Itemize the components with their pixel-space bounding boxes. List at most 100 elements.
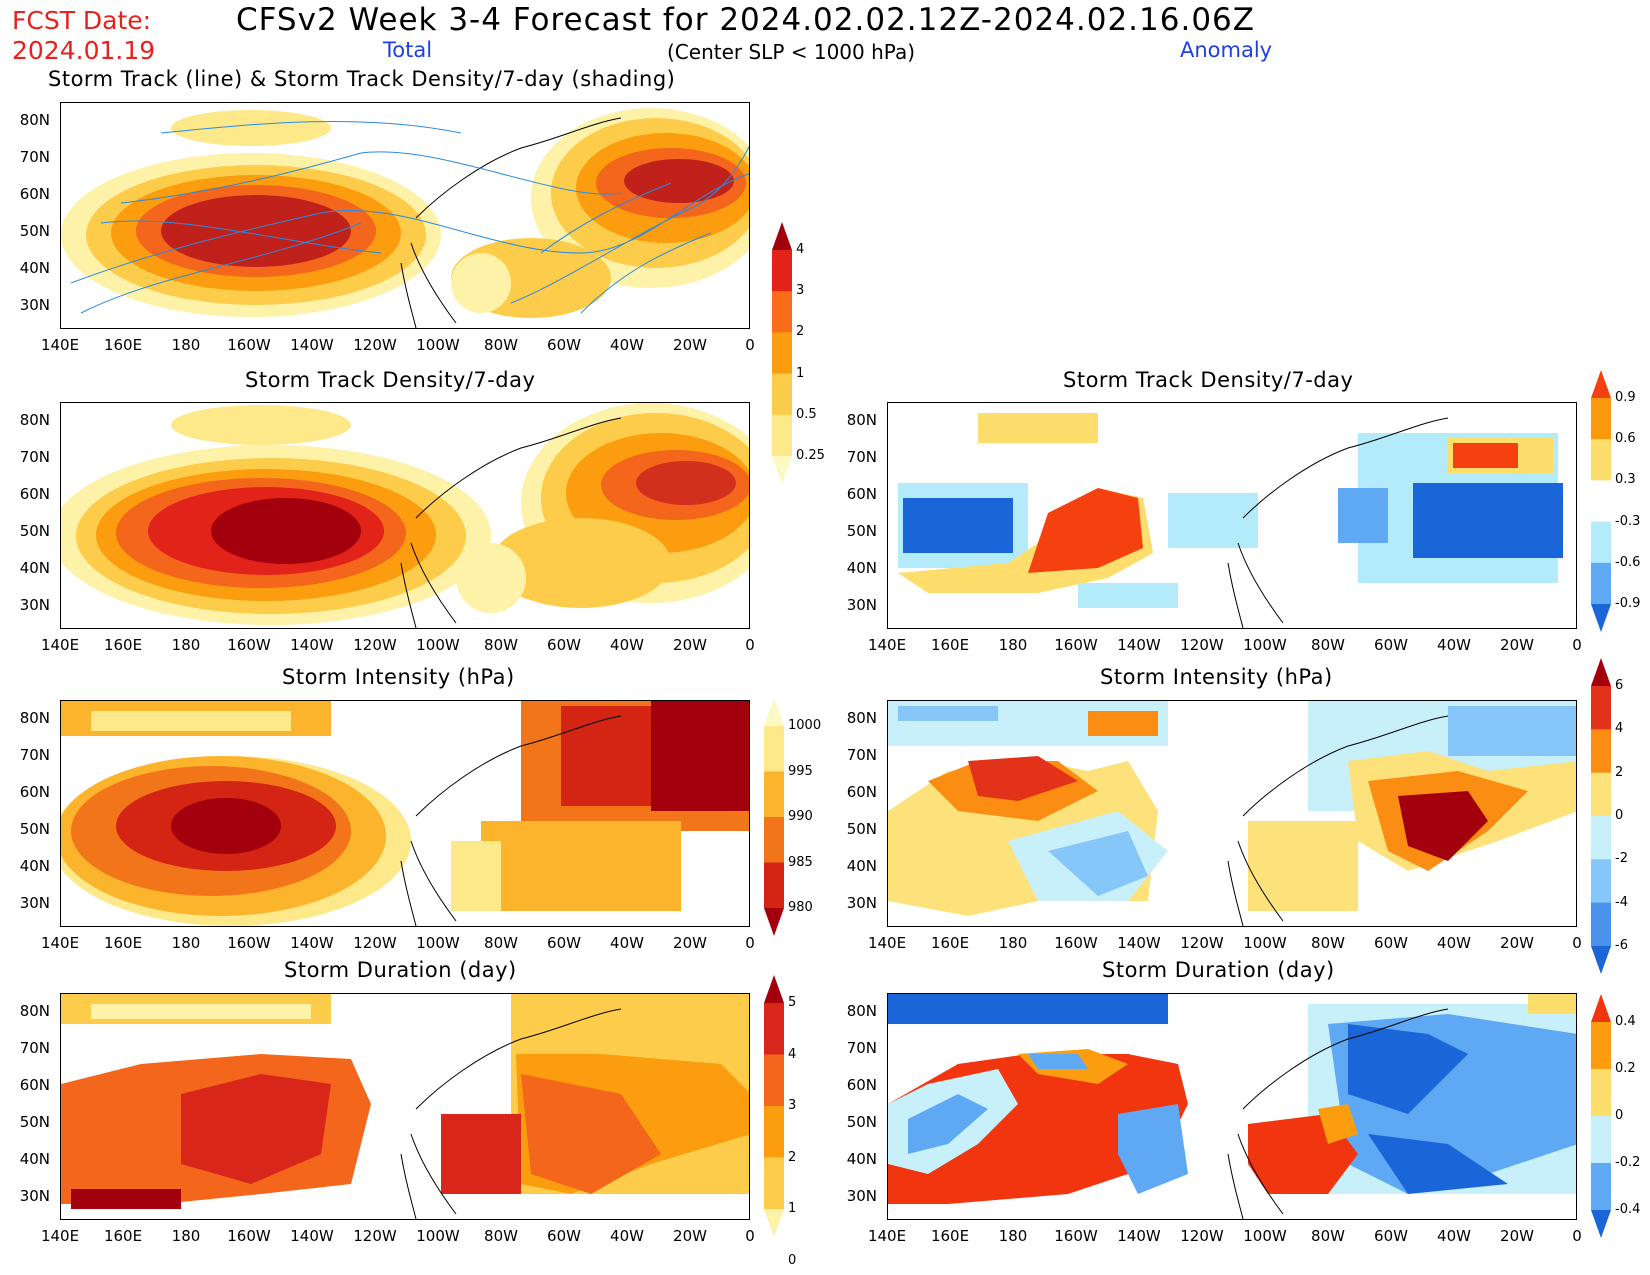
- colorbar-tick-label: 1: [796, 365, 805, 381]
- lon-label-160w: 160W: [227, 336, 271, 354]
- lon-label-140w: 140W: [290, 336, 334, 354]
- lon-label-160e: 160E: [103, 636, 143, 654]
- colorbar-tick-label: -0.6: [1615, 554, 1641, 570]
- lat-label-70n: 70N: [19, 746, 50, 764]
- lon-label-60w: 60W: [1374, 934, 1408, 952]
- lon-label-100w: 100W: [1243, 934, 1287, 952]
- colorbar-tick-label: 4: [788, 1046, 797, 1062]
- lon-label-80w: 80W: [1311, 1227, 1345, 1245]
- lat-label-80n: 80N: [19, 411, 50, 429]
- lon-label-120w: 120W: [1180, 1227, 1224, 1245]
- colorbar-density-total: 4 3 2 1 0.5 0.25: [772, 222, 832, 484]
- colorbar-bin: [772, 250, 792, 292]
- lon-label-0: 0: [745, 934, 755, 952]
- panel-title-duration-anom: Storm Duration (day): [1102, 958, 1335, 982]
- lat-label-70n: 70N: [19, 148, 50, 166]
- lon-label-60w: 60W: [1374, 1227, 1408, 1245]
- lat-label-60n: 60N: [19, 485, 50, 503]
- colorbar-bin: [764, 862, 784, 909]
- lon-label-180: 180: [171, 636, 201, 654]
- lon-label-140w: 140W: [1117, 1227, 1161, 1245]
- lat-label-70n: 70N: [19, 448, 50, 466]
- lat-label-40n: 40N: [19, 559, 50, 577]
- colorbar-bin: [1591, 658, 1611, 686]
- colorbar-tick-label: 0: [1615, 808, 1624, 823]
- lon-label-160e: 160E: [103, 1227, 143, 1245]
- lon-label-20w: 20W: [1500, 1227, 1534, 1245]
- lon-label-180: 180: [998, 1227, 1028, 1245]
- lon-label-20w: 20W: [673, 336, 707, 354]
- colorbar-bin: [1591, 902, 1611, 947]
- lon-label-140e: 140E: [867, 1227, 907, 1245]
- lon-label-160e: 160E: [103, 336, 143, 354]
- lat-label-80n: 80N: [19, 709, 50, 727]
- colorbar-tick-label: -2: [1615, 851, 1628, 867]
- lat-label-70n: 70N: [846, 448, 877, 466]
- lat-label-60n: 60N: [846, 783, 877, 801]
- colorbar-tick-label: 4: [1615, 721, 1624, 737]
- lon-label-40w: 40W: [610, 1227, 644, 1245]
- colorbar-bin: [1591, 521, 1611, 564]
- lon-label-160w: 160W: [227, 934, 271, 952]
- lon-label-0: 0: [745, 636, 755, 654]
- lon-label-140e: 140E: [867, 636, 907, 654]
- colorbar-tick-label: 995: [788, 763, 813, 779]
- colorbar-tick-label: 6: [1615, 678, 1624, 693]
- colorbar-tick-label: 0.4: [1615, 1014, 1636, 1029]
- colorbar-tick-label: 990: [788, 809, 813, 824]
- lon-label-100w: 100W: [416, 1227, 460, 1245]
- map-intensity-total: [60, 700, 750, 927]
- colorbar-bin: [772, 332, 792, 375]
- lon-label-120w: 120W: [353, 1227, 397, 1245]
- colorbar-svg: [764, 975, 784, 1237]
- colorbar-bin: [1591, 1022, 1611, 1070]
- lon-label-80w: 80W: [484, 1227, 518, 1245]
- colorbar-tick-label: 2: [796, 324, 805, 340]
- colorbar-bin: [1591, 604, 1611, 632]
- colorbar-bin: [772, 373, 792, 416]
- lat-label-70n: 70N: [19, 1039, 50, 1057]
- colorbar-svg: [1591, 994, 1611, 1238]
- colorbar-bin: [1591, 686, 1611, 730]
- lon-label-60w: 60W: [547, 636, 581, 654]
- lon-label-160e: 160E: [930, 1227, 970, 1245]
- lon-label-160e: 160E: [930, 636, 970, 654]
- colorbar-tick-label: -0.2: [1615, 1155, 1641, 1170]
- lon-label-140e: 140E: [867, 934, 907, 952]
- lat-label-50n: 50N: [846, 1113, 877, 1131]
- lon-label-80w: 80W: [484, 934, 518, 952]
- colorbar-tick-label: -4: [1615, 894, 1628, 910]
- colorbar-bin: [764, 771, 784, 818]
- lat-label-40n: 40N: [846, 559, 877, 577]
- lon-label-20w: 20W: [673, 934, 707, 952]
- colorbar-tick-label: 0.9: [1615, 390, 1636, 405]
- lon-label-120w: 120W: [353, 934, 397, 952]
- storm-track-lines: [70, 120, 749, 314]
- colorbar-bin: [1591, 816, 1611, 860]
- colorbar-tick-label: 985: [788, 854, 813, 870]
- lat-label-70n: 70N: [846, 1039, 877, 1057]
- colorbar-tick-label: 2: [1615, 764, 1624, 780]
- colorbar-intensity-anom: 6 4 2 0 -2 -4 -6: [1591, 658, 1650, 974]
- colorbar-bin: [1591, 1163, 1611, 1211]
- lon-label-20w: 20W: [673, 1227, 707, 1245]
- colorbar-tick-label: -0.9: [1615, 596, 1641, 611]
- lon-label-80w: 80W: [1311, 636, 1345, 654]
- colorbar-bin: [772, 456, 792, 484]
- colorbar-bin: [1591, 1069, 1611, 1117]
- lat-label-60n: 60N: [846, 485, 877, 503]
- lon-label-100w: 100W: [416, 336, 460, 354]
- lon-label-40w: 40W: [1437, 934, 1471, 952]
- lon-label-100w: 100W: [1243, 1227, 1287, 1245]
- panel-title-intensity-anom: Storm Intensity (hPa): [1100, 665, 1333, 689]
- lon-label-40w: 40W: [1437, 1227, 1471, 1245]
- lat-label-40n: 40N: [19, 259, 50, 277]
- lon-label-160w: 160W: [227, 636, 271, 654]
- lat-label-60n: 60N: [19, 185, 50, 203]
- lon-label-40w: 40W: [610, 636, 644, 654]
- colorbar-bin: [1591, 729, 1611, 774]
- colorbar-bin: [764, 975, 784, 1003]
- colorbar-bin: [1591, 370, 1611, 398]
- lon-label-180: 180: [171, 336, 201, 354]
- colorbar-bin: [772, 222, 792, 250]
